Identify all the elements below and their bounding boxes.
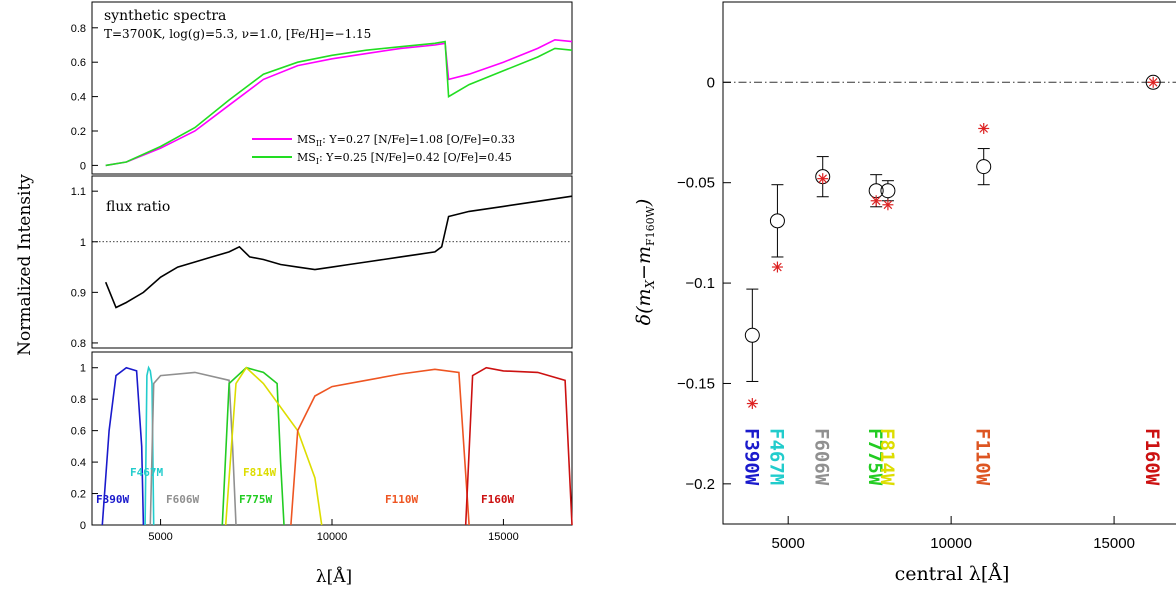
filter-label-f814w: F814W [243,466,276,479]
asterisk-stroke [979,124,989,133]
color-difference-panel: 0 −0.05 −0.1 −0.15 −0.2 5000 10000 15000 F390W… [633,1,1176,585]
asterisk-stroke [748,399,757,408]
y-tick-label: 0 [80,160,86,172]
y-tick-label: 1 [80,237,86,249]
asterisk-stroke [773,262,782,272]
filters-panel: 0 0.2 0.4 0.6 0.8 1 5000 10000 15000 F390W F467… [71,351,573,543]
asterisk-stroke [871,196,881,206]
series-line-f390w [101,366,145,526]
series-line-f606w [149,371,237,526]
y-tick-label: 0.6 [71,57,86,69]
y-tick-label: 1.1 [71,186,86,198]
filter-label-f390w: F390W [96,493,129,506]
y-tick-label: −0.15 [677,375,715,392]
series-line-f110w [290,368,470,526]
observed-point [880,183,896,199]
series-line-ms_i [105,40,573,167]
observed-point [976,159,992,175]
synthetic-point [978,122,990,134]
spectra-frame [91,1,573,175]
y-tick-label: 0.6 [71,426,86,438]
y-tick-label: 0.8 [71,338,86,350]
filter-label-f606w: F606W [811,428,833,486]
series-line-flux ratio [104,195,573,309]
flux-ratio-title: flux ratio [106,199,170,215]
filter-label-f110w: F110W [385,493,418,506]
filter-label-f110w: F110W [972,428,994,486]
x-tick-label: 10000 [317,531,348,543]
y-tick-label: −0.1 [685,275,715,292]
spectra-params: T=3700K, log(g)=5.3, ν=1.0, [Fe/H]=−1.15 [104,27,371,41]
y-tick-label: 0 [80,520,86,532]
filter-label-f467m: F467M [130,466,163,479]
left-xlabel: λ[Å] [316,566,352,587]
legend-label-ms2: MSII: Y=0.27 [N/Fe]=1.08 [O/Fe]=0.33 [297,133,515,148]
filter-label-f814w: F814W [876,428,898,486]
y-tick-label: −0.2 [685,476,715,493]
flux-ratio-frame [91,175,573,349]
observed-point [1145,74,1161,90]
observed-point [769,213,785,229]
y-tick-label: 0.4 [71,92,86,104]
right-xlabel: central λ[Å] [895,563,1010,585]
y-tick-label: 1 [80,363,86,375]
filter-label-f390w: F390W [740,428,762,486]
asterisk-stroke [1148,77,1158,87]
synthetic-point [771,261,783,273]
synthetic-point [1147,76,1159,88]
filter-label-f775w: F775W [239,493,272,506]
spectra-title: synthetic spectra [104,8,226,24]
y-tick-label: 0 [707,74,715,91]
x-tick-label: 15000 [1093,535,1135,552]
series-line-ms_ii [105,38,573,167]
filter-label-f467m: F467M [765,428,787,485]
x-tick-label: 10000 [930,535,972,552]
filter-label-f775w: F775W [864,428,886,486]
filter-label-f606w: F606W [166,493,199,506]
x-tick-label: 5000 [148,531,172,543]
series-line-f467m [144,365,155,526]
y-tick-label: 0.8 [71,23,86,35]
legend-label-ms1: MSI: Y=0.25 [N/Fe]=0.42 [O/Fe]=0.45 [297,151,512,166]
y-tick-label: 0.2 [71,126,86,138]
left-ylabel: Normalized Intensity [15,174,35,356]
observed-point [744,327,760,343]
synthetic-point [817,173,829,185]
synthetic-point [882,199,894,211]
y-tick-label: 0.2 [71,489,86,501]
x-tick-label: 5000 [771,535,804,552]
series-line-f775w [221,366,285,526]
color-difference-frame [722,1,1176,525]
filter-label-f160w: F160W [481,493,514,506]
asterisk-stroke [818,174,828,183]
y-tick-label: 0.4 [71,457,86,469]
y-tick-label: −0.05 [677,175,715,192]
y-tick-label: 0.9 [71,287,86,299]
flux-ratio-panel: 0.8 0.9 1 1.1 flux ratio [71,175,573,350]
y-tick-label: 0.8 [71,394,86,406]
spectra-legend: MSII: Y=0.27 [N/Fe]=1.08 [O/Fe]=0.33 MSI… [252,133,515,166]
series-line-f160w [464,366,573,526]
asterisk-stroke [883,200,893,210]
spectra-panel: 0 0.2 0.4 0.6 0.8 synthetic spectra T=3700K,… [71,1,573,175]
synthetic-point [746,398,758,410]
right-ylabel: δ(mX−mF160W) [633,199,657,326]
filter-label-f160w: F160W [1141,428,1163,486]
synthetic-point [870,195,882,207]
series-line-f814w [224,366,323,526]
x-tick-label: 15000 [488,531,519,543]
